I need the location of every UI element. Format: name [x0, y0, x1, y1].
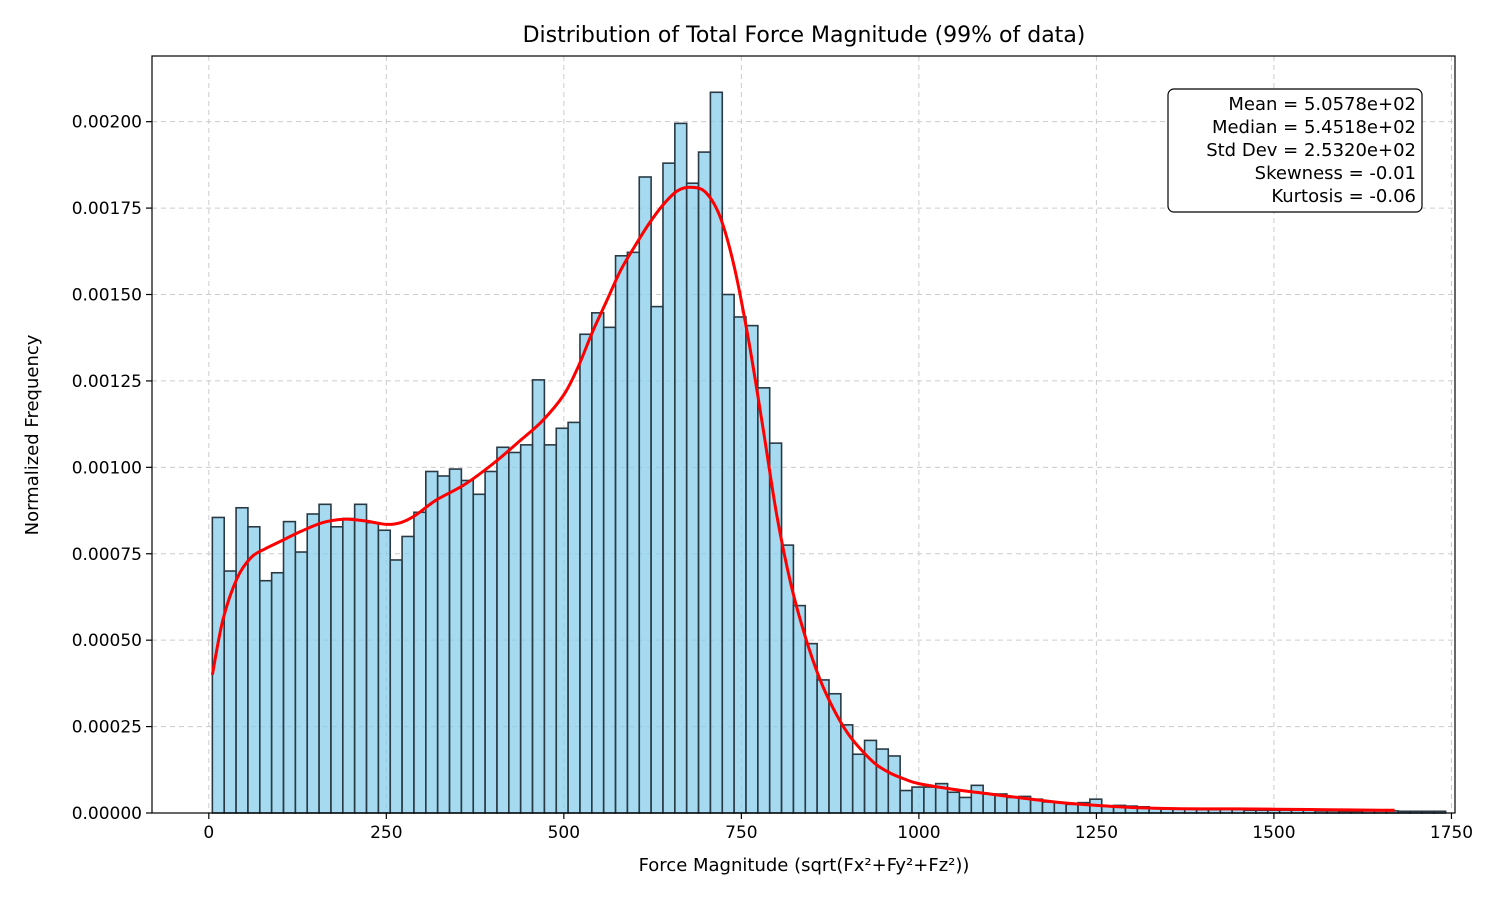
x-tick-label: 0	[203, 823, 214, 843]
histogram-bar	[318, 503, 332, 814]
x-tick-label: 250	[370, 823, 402, 843]
histogram-bar	[650, 305, 664, 814]
x-axis-ticks: 0 250 500 750 1000 1250 1500 1750	[203, 813, 1473, 843]
histogram-bar	[472, 493, 486, 814]
histogram-bar	[970, 784, 984, 814]
histogram-bar	[875, 748, 890, 814]
histogram-bar	[519, 444, 534, 814]
histogram-bar	[697, 151, 712, 814]
histogram-bar	[638, 176, 652, 814]
histogram-bar	[306, 513, 320, 814]
y-tick-label: 0.00125	[72, 372, 142, 392]
histogram-bar	[958, 796, 973, 814]
histogram-bar	[745, 324, 759, 814]
x-tick-label: 750	[725, 823, 757, 843]
histogram-bar	[923, 786, 937, 814]
histogram-bar	[662, 162, 676, 814]
histogram-bar	[508, 451, 522, 814]
histogram-bar	[353, 503, 368, 814]
histogram-bar	[330, 525, 344, 814]
y-tick-label: 0.00150	[72, 286, 142, 306]
histogram-bar	[614, 254, 629, 814]
plot-frame	[151, 55, 1456, 814]
histogram-bar	[626, 251, 641, 814]
stats-box-frame	[1167, 88, 1423, 213]
histogram-bar	[413, 511, 427, 814]
stats-median: Median = 5.4518e+02	[1212, 117, 1416, 138]
histogram-bar	[674, 122, 688, 814]
histogram-bar	[602, 326, 617, 814]
histogram-bar	[733, 316, 747, 814]
histogram-bar	[401, 535, 415, 814]
histogram-bar	[543, 444, 558, 814]
chart-title: Distribution of Total Force Magnitude (9…	[523, 23, 1086, 48]
histogram-bar	[460, 479, 475, 814]
histogram-bar	[436, 475, 451, 814]
y-tick-label: 0.00075	[72, 545, 142, 565]
histogram-bar	[1065, 803, 1079, 814]
y-tick-label: 0.00175	[72, 199, 142, 219]
histogram-bars	[211, 91, 1447, 814]
x-tick-label: 1750	[1430, 823, 1473, 843]
histogram-bar	[484, 470, 498, 814]
x-tick-label: 1000	[897, 823, 940, 843]
x-tick-label: 1250	[1075, 823, 1118, 843]
histogram-bar	[591, 312, 605, 814]
histogram-bar	[721, 293, 735, 814]
histogram-bar	[1006, 796, 1020, 814]
y-tick-label: 0.00100	[72, 458, 142, 478]
histogram-bar	[389, 559, 403, 814]
histogram-bar	[567, 421, 581, 814]
stats-mean: Mean = 5.0578e+02	[1228, 94, 1416, 115]
y-tick-label: 0.00000	[72, 804, 142, 824]
histogram-bar	[377, 529, 392, 814]
y-axis-title: Normalized Frequency	[22, 334, 43, 535]
histogram-bar	[294, 551, 309, 814]
histogram-bar	[1041, 801, 1056, 814]
y-axis-ticks: 0.00000 0.00025 0.00050 0.00075 0.00100 0.001…	[72, 113, 152, 824]
histogram-bar	[425, 470, 439, 814]
histogram-bar	[531, 379, 546, 814]
histogram-bar	[863, 739, 878, 814]
histogram-bar	[448, 468, 463, 814]
histogram-bar	[887, 755, 901, 814]
x-axis-title: Force Magnitude (sqrt(Fx²+Fy²+Fz²))	[639, 855, 970, 876]
histogram-bar	[911, 786, 925, 814]
histogram-bar	[792, 604, 807, 814]
histogram-bar	[282, 520, 297, 814]
histogram-bar	[685, 182, 700, 814]
stats-kurtosis: Kurtosis = -0.06	[1271, 186, 1416, 207]
x-tick-label: 1500	[1252, 823, 1295, 843]
histogram-bar	[899, 789, 913, 814]
histogram-bar	[258, 579, 273, 814]
histogram-bar	[555, 427, 569, 814]
histogram-bar	[496, 446, 510, 814]
histogram-bar	[365, 521, 380, 814]
stats-box: Mean = 5.0578e+02 Median = 5.4518e+02 St…	[1167, 88, 1423, 213]
y-tick-label: 0.00025	[72, 718, 142, 738]
histogram-bar	[270, 571, 285, 814]
histogram-bar	[851, 753, 866, 814]
x-tick-label: 500	[548, 823, 580, 843]
histogram-bar	[768, 442, 783, 814]
histogram-bar	[946, 791, 961, 814]
stats-std-dev: Std Dev = 2.5320e+02	[1206, 140, 1416, 161]
y-tick-label: 0.00050	[72, 631, 142, 651]
kde-curve	[210, 185, 1395, 812]
histogram-bar	[816, 679, 830, 814]
y-tick-label: 0.00200	[72, 113, 142, 133]
histogram-bar	[247, 525, 261, 814]
histogram-bar	[235, 506, 249, 814]
histogram-bar	[579, 333, 593, 814]
histogram-bar	[341, 517, 356, 814]
histogram-bar	[982, 793, 996, 814]
stats-skewness: Skewness = -0.01	[1255, 163, 1416, 184]
